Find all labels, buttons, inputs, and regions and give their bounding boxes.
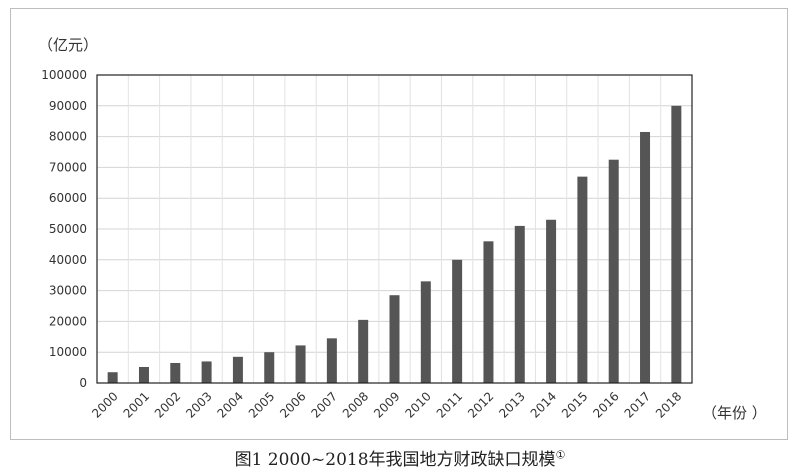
- bar-2009: [389, 295, 400, 383]
- x-tick-label: 2011: [434, 389, 465, 420]
- x-tick-label: 2007: [308, 389, 339, 420]
- y-tick-label: 0: [79, 376, 87, 390]
- x-tick-label: 2017: [622, 389, 653, 420]
- bar-2000: [107, 372, 118, 383]
- figure-caption: 图1 2000~2018年我国地方财政缺口规模①: [0, 445, 800, 470]
- y-tick-label: 70000: [49, 160, 87, 174]
- bar-2011: [452, 259, 463, 383]
- bar-2003: [201, 361, 212, 383]
- plot-border: [96, 74, 693, 384]
- axes: [96, 74, 693, 384]
- x-tick-label: 2014: [528, 389, 559, 420]
- y-tick-labels: 0 10000 20000 30000 40000 50000 60000 70000 8000…: [41, 68, 87, 390]
- caption-footnote-mark: ①: [555, 448, 566, 462]
- x-tick-label: 2016: [590, 389, 621, 420]
- bar-2012: [483, 241, 494, 383]
- caption-text: 图1 2000~2018年我国地方财政缺口规模: [234, 450, 556, 470]
- bar-2006: [295, 345, 306, 383]
- y-tick-label: 60000: [49, 191, 87, 205]
- y-tick-label: 40000: [49, 253, 87, 267]
- bar-2010: [420, 281, 431, 383]
- bar-2001: [138, 366, 149, 383]
- bar-2007: [326, 338, 337, 383]
- x-tick-label: 2012: [465, 389, 496, 420]
- x-tick-label: 2010: [402, 389, 433, 420]
- x-tick-labels: 2000 2001 2002 2003 2004 2005 2006 2007 2008 2009…: [89, 389, 684, 420]
- bars: [107, 105, 682, 384]
- x-tick-label: 2004: [215, 389, 246, 420]
- x-tick-label: 2008: [340, 389, 371, 420]
- x-tick-label: 2005: [246, 389, 277, 420]
- bar-2017: [640, 131, 651, 383]
- x-tick-label: 2013: [496, 389, 527, 420]
- bar-2014: [546, 219, 557, 383]
- bar-2004: [232, 356, 243, 383]
- x-tick-label: 2009: [371, 389, 402, 420]
- x-tick-label: 2002: [152, 389, 183, 420]
- x-axis-unit-label: （年份 ）: [702, 404, 767, 422]
- y-tick-label: 90000: [49, 99, 87, 113]
- bar-2005: [264, 352, 275, 383]
- y-tick-label: 30000: [49, 284, 87, 298]
- chart-frame: [10, 8, 788, 440]
- x-tick-label: 2003: [183, 389, 214, 420]
- bar-2002: [170, 362, 181, 383]
- x-tick-label: 2015: [559, 389, 590, 420]
- y-tick-label: 20000: [49, 314, 87, 328]
- bar-2018: [671, 105, 682, 384]
- x-tick-label: 2006: [277, 389, 308, 420]
- bar-2013: [514, 225, 525, 383]
- bar-2015: [577, 176, 588, 383]
- x-tick-label: 2001: [121, 389, 152, 420]
- y-tick-label: 50000: [49, 222, 87, 236]
- x-tick-label: 2018: [653, 389, 684, 420]
- y-tick-label: 100000: [41, 68, 87, 82]
- bar-2008: [358, 319, 369, 383]
- y-tick-label: 80000: [49, 130, 87, 144]
- x-tick-label: 2000: [89, 389, 120, 420]
- bar-2016: [608, 159, 619, 383]
- y-tick-label: 10000: [49, 345, 87, 359]
- bar-chart: （亿元） （年份 ） 0 10000 20000 30000 40000 50000 600…: [38, 36, 767, 422]
- y-axis-unit-label: （亿元）: [38, 36, 98, 54]
